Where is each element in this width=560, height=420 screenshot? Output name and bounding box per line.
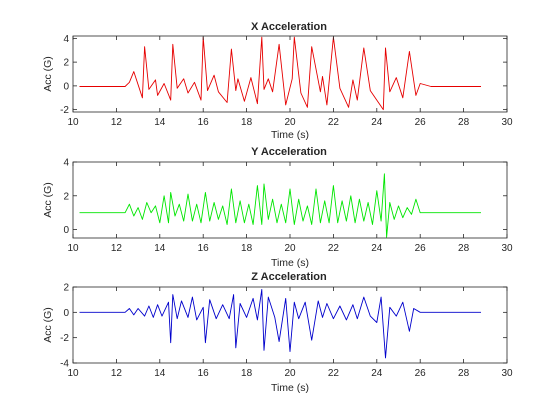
- y-axis-label: Acc (G): [42, 182, 54, 218]
- x-axis-label: Time (s): [271, 257, 309, 269]
- x-tick-label: 22: [328, 368, 340, 379]
- series-line: [79, 36, 481, 111]
- x-ticks: 10 12 14 16 18 20 22 24 26 28 30: [67, 36, 513, 128]
- y-tick-label: 2: [63, 191, 69, 202]
- x-tick-label: 20: [284, 117, 296, 128]
- y-tick-label: 4: [63, 158, 69, 169]
- x-tick-label: 26: [415, 117, 427, 128]
- series-layer: [79, 36, 481, 111]
- x-tick-label: 12: [111, 117, 123, 128]
- y-tick-label: -2: [60, 105, 69, 116]
- x-tick-label: 30: [501, 368, 513, 379]
- x-tick-label: 16: [198, 117, 210, 128]
- x-tick-label: 10: [67, 368, 79, 379]
- y-tick-label: 2: [63, 58, 69, 69]
- panel-title: X Acceleration: [251, 21, 327, 33]
- x-tick-label: 18: [241, 368, 253, 379]
- panel-y-acceleration: Y Acceleration 10 12 14 16 18 20 22 24 26 28 30 02…: [42, 146, 513, 269]
- x-tick-label: 16: [198, 368, 210, 379]
- panel-z-acceleration: Z Acceleration 10 12 14 16 18 20 22 24 26 28 30 -4…: [42, 271, 513, 394]
- series-layer: [79, 173, 481, 238]
- x-tick-label: 26: [415, 243, 427, 254]
- x-tick-label: 14: [154, 117, 166, 128]
- panel-title: Z Acceleration: [251, 271, 327, 283]
- x-tick-label: 24: [371, 117, 383, 128]
- x-tick-label: 22: [328, 243, 340, 254]
- x-tick-label: 30: [501, 243, 513, 254]
- y-ticks: -2 0 2 4: [60, 34, 507, 116]
- x-tick-label: 24: [371, 243, 383, 254]
- x-tick-label: 18: [241, 117, 253, 128]
- y-tick-label: 0: [63, 81, 69, 92]
- y-tick-label: 4: [63, 34, 69, 45]
- y-axis-label: Acc (G): [42, 56, 54, 92]
- y-tick-label: -4: [60, 359, 69, 370]
- series-line: [79, 289, 481, 359]
- x-ticks: 10 12 14 16 18 20 22 24 26 28 30: [67, 162, 513, 254]
- x-tick-label: 30: [501, 117, 513, 128]
- series-line: [79, 173, 481, 238]
- x-ticks: 10 12 14 16 18 20 22 24 26 28 30: [67, 287, 513, 379]
- x-tick-label: 24: [371, 368, 383, 379]
- x-tick-label: 28: [458, 368, 470, 379]
- x-tick-label: 22: [328, 117, 340, 128]
- x-axis-label: Time (s): [271, 382, 309, 394]
- x-tick-label: 20: [284, 243, 296, 254]
- x-tick-label: 20: [284, 368, 296, 379]
- panel-x-acceleration: X Acceleration 10 12 14 16 18 20 22 24 26 28 30 -2…: [42, 21, 513, 141]
- x-tick-label: 28: [458, 117, 470, 128]
- y-tick-label: -2: [60, 333, 69, 344]
- x-tick-label: 12: [111, 243, 123, 254]
- series-layer: [79, 289, 481, 359]
- y-tick-label: 0: [63, 225, 69, 236]
- y-ticks: 0 2 4: [63, 158, 507, 236]
- x-tick-label: 26: [415, 368, 427, 379]
- x-tick-label: 28: [458, 243, 470, 254]
- x-tick-label: 10: [67, 117, 79, 128]
- x-tick-label: 14: [154, 243, 166, 254]
- x-tick-label: 18: [241, 243, 253, 254]
- y-tick-label: 2: [63, 283, 69, 294]
- plot-area: [73, 36, 507, 112]
- y-ticks: -4 -2 0 2: [60, 283, 507, 370]
- y-axis-label: Acc (G): [42, 307, 54, 343]
- x-axis-label: Time (s): [271, 129, 309, 141]
- plot-area: [73, 162, 507, 238]
- panel-title: Y Acceleration: [251, 146, 327, 158]
- x-tick-label: 10: [67, 243, 79, 254]
- x-tick-label: 16: [198, 243, 210, 254]
- y-tick-label: 0: [63, 308, 69, 319]
- x-tick-label: 14: [154, 368, 166, 379]
- x-tick-label: 12: [111, 368, 123, 379]
